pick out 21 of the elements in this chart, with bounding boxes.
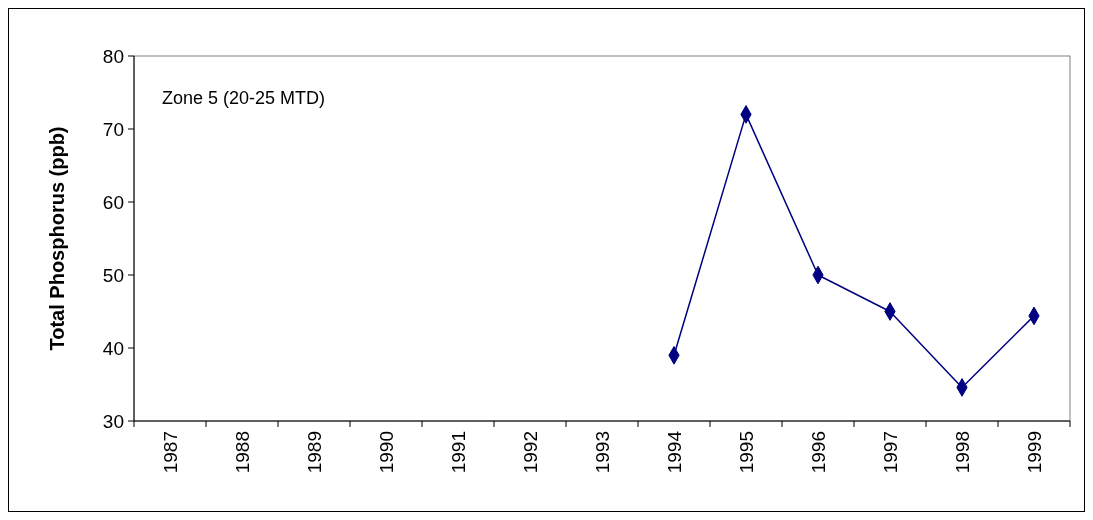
y-tick-label: 30 [102,410,124,432]
x-tick-label: 1990 [375,431,397,474]
y-tick-label: 40 [102,337,124,359]
x-tick-label: 1987 [159,431,181,474]
y-tick-label: 60 [102,191,124,213]
x-tick-label: 1996 [807,431,829,474]
y-axis-title: Total Phosphorus (ppb) [46,126,68,351]
x-tick-label: 1994 [663,430,685,474]
x-tick-label: 1992 [519,431,541,474]
x-tick-label: 1998 [951,431,973,474]
y-tick-label: 80 [102,45,124,67]
annotation: Zone 5 (20-25 MTD) [162,88,326,108]
y-tick-label: 50 [102,264,124,286]
x-tick-label: 1993 [591,431,613,474]
x-tick-label: 1999 [1023,431,1045,474]
x-tick-label: 1995 [735,431,757,474]
x-tick-label: 1997 [879,431,901,474]
y-tick-label: 70 [102,118,124,140]
x-tick-label: 1989 [303,431,325,474]
x-tick-label: 1988 [231,431,253,474]
x-tick-label: 1991 [447,431,469,474]
